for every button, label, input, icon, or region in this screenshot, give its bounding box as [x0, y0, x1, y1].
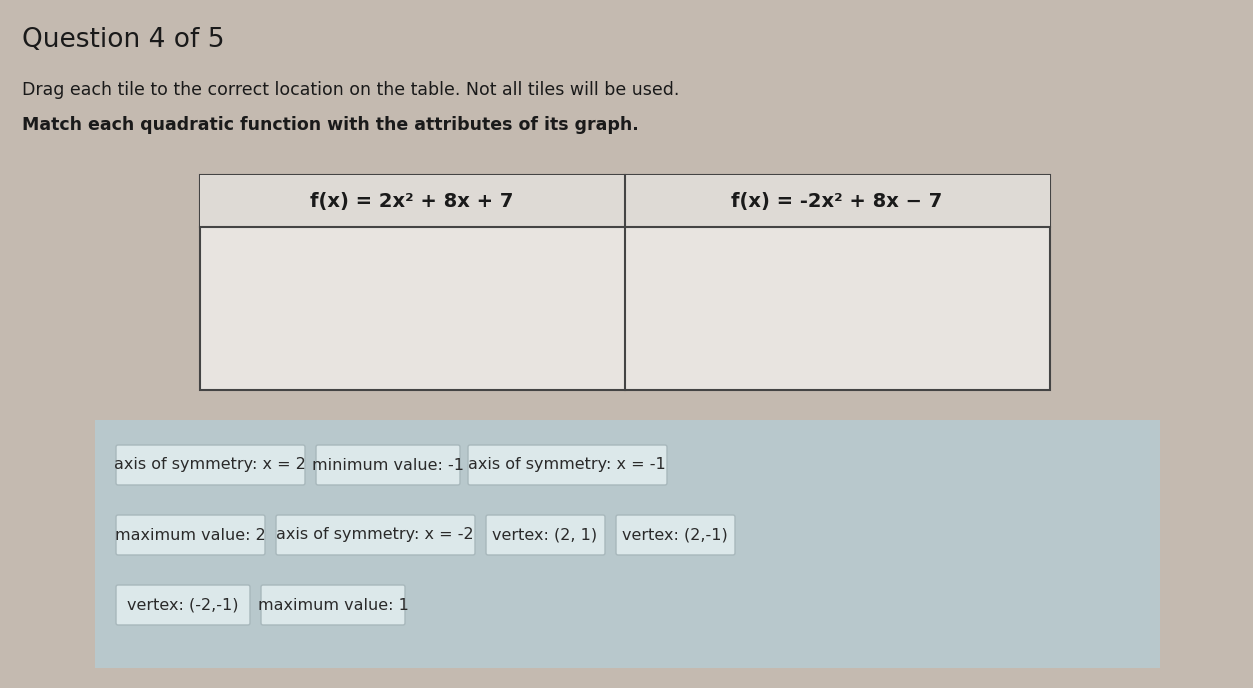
Text: maximum value: 1: maximum value: 1: [258, 597, 408, 612]
FancyBboxPatch shape: [200, 175, 1050, 390]
Text: axis of symmetry: x = 2: axis of symmetry: x = 2: [114, 458, 306, 473]
FancyBboxPatch shape: [95, 420, 1160, 668]
FancyBboxPatch shape: [276, 515, 475, 555]
FancyBboxPatch shape: [261, 585, 405, 625]
Text: f(x) = 2x² + 8x + 7: f(x) = 2x² + 8x + 7: [311, 191, 514, 211]
Text: vertex: (2,-1): vertex: (2,-1): [623, 528, 728, 543]
Text: axis of symmetry: x = -1: axis of symmetry: x = -1: [469, 458, 665, 473]
Text: vertex: (-2,-1): vertex: (-2,-1): [128, 597, 239, 612]
FancyBboxPatch shape: [117, 445, 304, 485]
FancyBboxPatch shape: [316, 445, 460, 485]
Text: minimum value: -1: minimum value: -1: [312, 458, 464, 473]
FancyBboxPatch shape: [486, 515, 605, 555]
Text: Question 4 of 5: Question 4 of 5: [23, 27, 224, 53]
Text: axis of symmetry: x = -2: axis of symmetry: x = -2: [276, 528, 474, 543]
FancyBboxPatch shape: [469, 445, 667, 485]
FancyBboxPatch shape: [616, 515, 736, 555]
FancyBboxPatch shape: [117, 585, 251, 625]
Text: maximum value: 2: maximum value: 2: [114, 528, 266, 543]
Text: vertex: (2, 1): vertex: (2, 1): [492, 528, 598, 543]
FancyBboxPatch shape: [117, 515, 264, 555]
FancyBboxPatch shape: [200, 175, 1050, 227]
Text: Drag each tile to the correct location on the table. Not all tiles will be used.: Drag each tile to the correct location o…: [23, 81, 679, 99]
Text: Match each quadratic function with the attributes of its graph.: Match each quadratic function with the a…: [23, 116, 639, 134]
Text: f(x) = -2x² + 8x − 7: f(x) = -2x² + 8x − 7: [732, 191, 942, 211]
